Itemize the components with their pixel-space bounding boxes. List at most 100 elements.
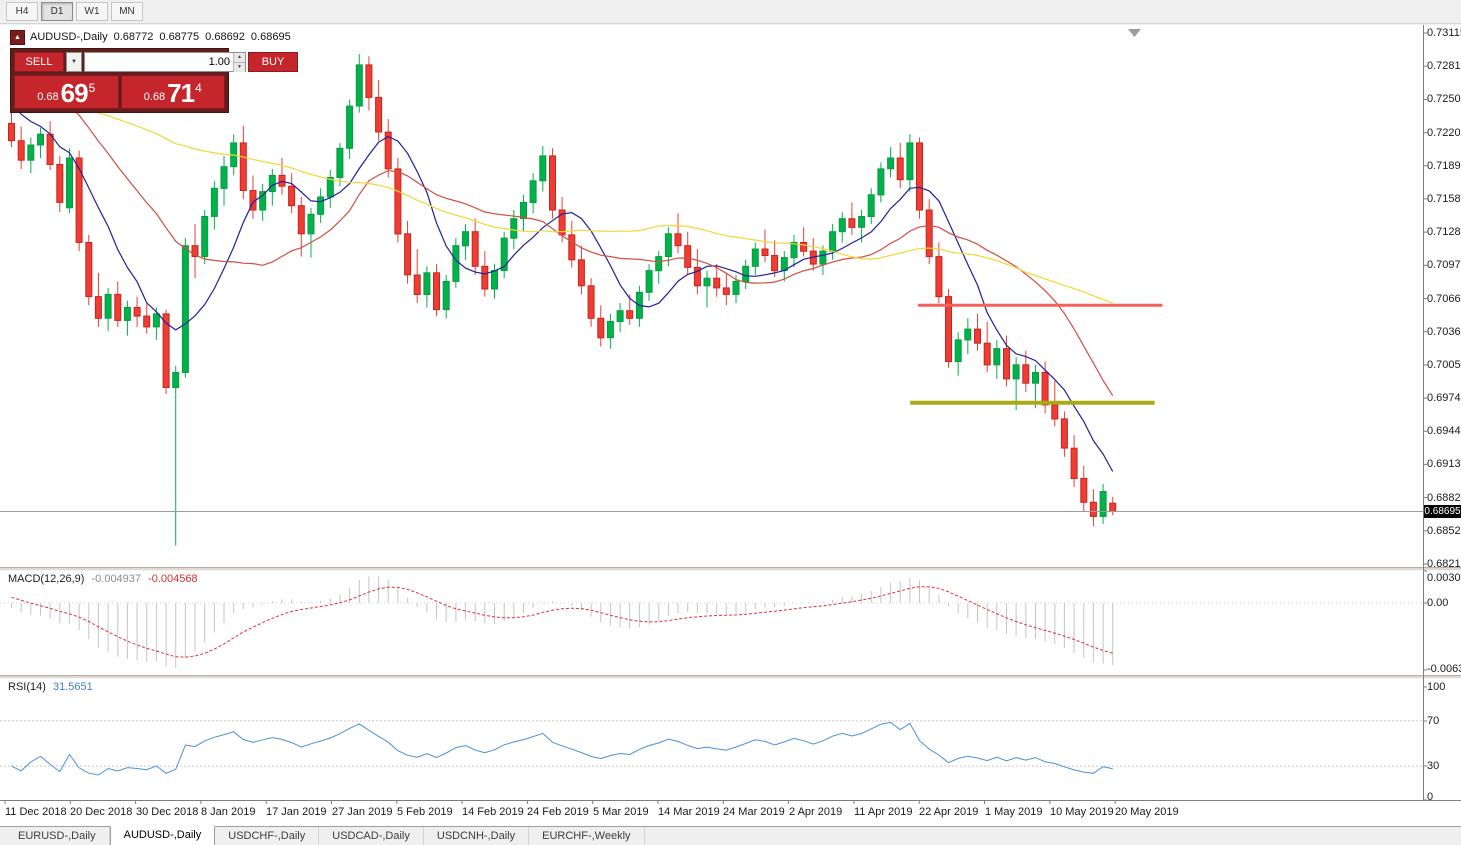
time-axis-label: 11 Apr 2019 [854,806,913,818]
macd-axis-label: 0.003035 [1427,572,1461,584]
current-price-tag: 0.68695 [1424,505,1461,518]
sell-price-prefix: 0.68 [37,91,59,103]
buy-price-big: 71 [167,78,195,108]
time-axis-label: 8 Jan 2019 [201,806,256,818]
time-axis-label: 14 Mar 2019 [658,806,720,818]
rsi-pane [0,720,1423,776]
time-axis[interactable]: 11 Dec 2018 20 Dec 2018 30 Dec 2018 8 Jan 2… [0,806,1423,820]
timeframe-toolbar: H4 D1 W1 MN [0,0,1461,24]
chart-symbol-header: ▲ AUDUSD-,Daily 0.68772 0.68775 0.68692 … [10,29,291,45]
time-axis-label: 27 Jan 2019 [332,806,393,818]
sell-price-big: 69 [60,78,89,108]
high-value: 0.68775 [159,31,200,43]
timeframe-button-w1[interactable]: W1 [76,2,108,21]
time-axis-label: 24 Mar 2019 [723,806,785,818]
macd-signal-value: -0.004568 [148,573,198,585]
chart-tab-eurchf[interactable]: EURCHF-,Weekly [529,827,645,845]
volume-stepper: ▲ ▼ [233,53,245,72]
rsi-value: 31.5651 [52,681,93,693]
time-axis-label: 11 Dec 2018 [5,806,67,818]
rsi-line [11,721,1113,776]
rsi-indicator-label: RSI(14) 31.5651 [8,681,97,693]
time-axis-label: 30 Dec 2018 [136,806,199,818]
time-axis-label: 17 Jan 2019 [266,806,327,818]
chart-tab-bar: EURUSD-,Daily AUDUSD-,Daily USDCHF-,Daily U… [0,826,1461,845]
timeframe-button-group: H4 D1 W1 MN [6,2,143,21]
rsi-name: RSI(14) [8,681,46,693]
time-axis-label: 20 May 2019 [1115,806,1179,818]
volume-dropdown-icon[interactable]: ▼ [66,52,82,72]
buy-price-prefix: 0.68 [143,91,166,103]
time-axis-label: 5 Mar 2019 [593,806,649,818]
price-axis-label: 0.70665 [1427,293,1461,305]
volume-up-icon[interactable]: ▲ [233,53,245,63]
sell-button[interactable]: SELL [14,52,64,72]
macd-name: MACD(12,26,9) [8,573,85,585]
time-axis-label: 10 May 2019 [1050,806,1114,818]
moving-average-50 [11,104,1113,304]
macd-signal-line [11,586,1113,658]
sell-price-display[interactable]: 0.68 69 5 [14,75,119,109]
macd-indicator-label: MACD(12,26,9) -0.004937 -0.004568 [8,573,202,585]
chart-tab-usdcnh[interactable]: USDCNH-,Daily [424,827,530,845]
buy-price-sup: 4 [195,81,202,95]
time-axis-label: 22 Apr 2019 [919,806,979,818]
low-value: 0.68692 [205,31,245,43]
time-axis-label: 2 Apr 2019 [789,806,843,818]
chart-tab-usdcad[interactable]: USDCAD-,Daily [319,827,424,845]
open-value: 0.68772 [113,31,154,43]
time-axis-label: 14 Feb 2019 [462,806,524,818]
close-value: 0.68695 [250,31,291,43]
rsi-axis-label: 70 [1427,715,1440,727]
buy-button[interactable]: BUY [248,52,298,72]
chart-canvas[interactable] [0,25,1461,826]
pane-splitter[interactable] [0,675,1461,679]
macd-axis-label: -0.006310 [1427,663,1461,675]
volume-field: ▲ ▼ [84,52,246,72]
price-axis-label: 0.69745 [1427,392,1461,404]
price-shift-marker[interactable] [1128,29,1141,37]
timeframe-button-h4[interactable]: H4 [6,2,38,21]
chart-tab-audusd[interactable]: AUDUSD-,Daily [109,826,216,845]
time-axis-label: 20 Dec 2018 [70,806,133,818]
symbol-label: AUDUSD-,Daily [30,31,108,43]
time-axis-label: 5 Feb 2019 [397,806,453,818]
sell-price-sup: 5 [88,81,96,95]
price-pane [0,54,1423,546]
macd-main-value: -0.004937 [91,573,142,585]
timeframe-button-d1[interactable]: D1 [41,2,73,21]
price-axis-label: 0.68825 [1427,492,1461,504]
volume-input[interactable] [85,53,233,71]
price-axis-label: 0.71585 [1427,193,1461,205]
timeframe-button-mn[interactable]: MN [111,2,143,21]
moving-average-8 [11,103,1114,472]
chart-tab-usdchf[interactable]: USDCHF-,Daily [215,827,320,845]
price-axis-label: 0.73115 [1427,27,1461,39]
rsi-axis-label: 100 [1427,681,1446,693]
macd-pane [0,576,1423,668]
chart-area: ▲ AUDUSD-,Daily 0.68772 0.68775 0.68692 … [0,25,1461,826]
buy-price-display[interactable]: 0.68 71 4 [120,75,225,109]
chart-tab-eurusd[interactable]: EURUSD-,Daily [5,827,110,845]
time-axis-label: 1 May 2019 [985,806,1043,818]
macd-axis-label: 0.00 [1427,597,1449,609]
volume-down-icon[interactable]: ▼ [233,63,245,72]
trade-panel-toggle-icon[interactable]: ▲ [10,29,25,45]
rsi-axis-label: 30 [1427,760,1440,772]
moving-average-20 [11,74,1114,396]
pane-splitter[interactable] [0,567,1461,571]
